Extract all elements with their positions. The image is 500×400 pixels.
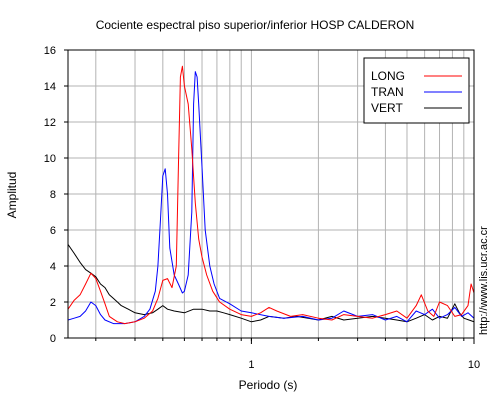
series-line-long — [68, 65, 474, 325]
series-line-vert — [68, 244, 474, 323]
y-tick-label: 6 — [50, 225, 56, 237]
x-tick-label: 1 — [248, 359, 254, 371]
y-tick-label: 14 — [44, 81, 56, 93]
legend-label-long: LONG — [371, 69, 405, 83]
y-tick-label: 12 — [44, 117, 56, 129]
legend-label-tran: TRAN — [371, 85, 404, 99]
x-axis-label: Periodo (s) — [239, 378, 298, 392]
chart-title: Cociente espectral piso superior/inferio… — [96, 18, 415, 32]
x-tick-label: 10 — [468, 359, 480, 371]
grid-lines — [68, 50, 474, 338]
y-tick-label: 4 — [50, 261, 56, 273]
y-axis: 0 2 4 6 8 10 12 14 16 — [44, 45, 68, 345]
series-lines — [68, 65, 474, 325]
y-tick-label: 2 — [50, 297, 56, 309]
legend: LONG TRAN VERT — [363, 57, 470, 124]
legend-box — [363, 57, 470, 124]
legend-label-vert: VERT — [371, 101, 403, 115]
y-tick-label: 10 — [44, 153, 56, 165]
x-axis: 1 10 — [95, 338, 480, 371]
y-tick-label: 0 — [50, 333, 56, 345]
y-tick-label: 16 — [44, 45, 56, 57]
y-axis-label: Amplitud — [5, 172, 19, 219]
watermark-url: http://www.lis.ucr.ac.cr — [478, 226, 490, 335]
y-tick-label: 8 — [50, 189, 56, 201]
